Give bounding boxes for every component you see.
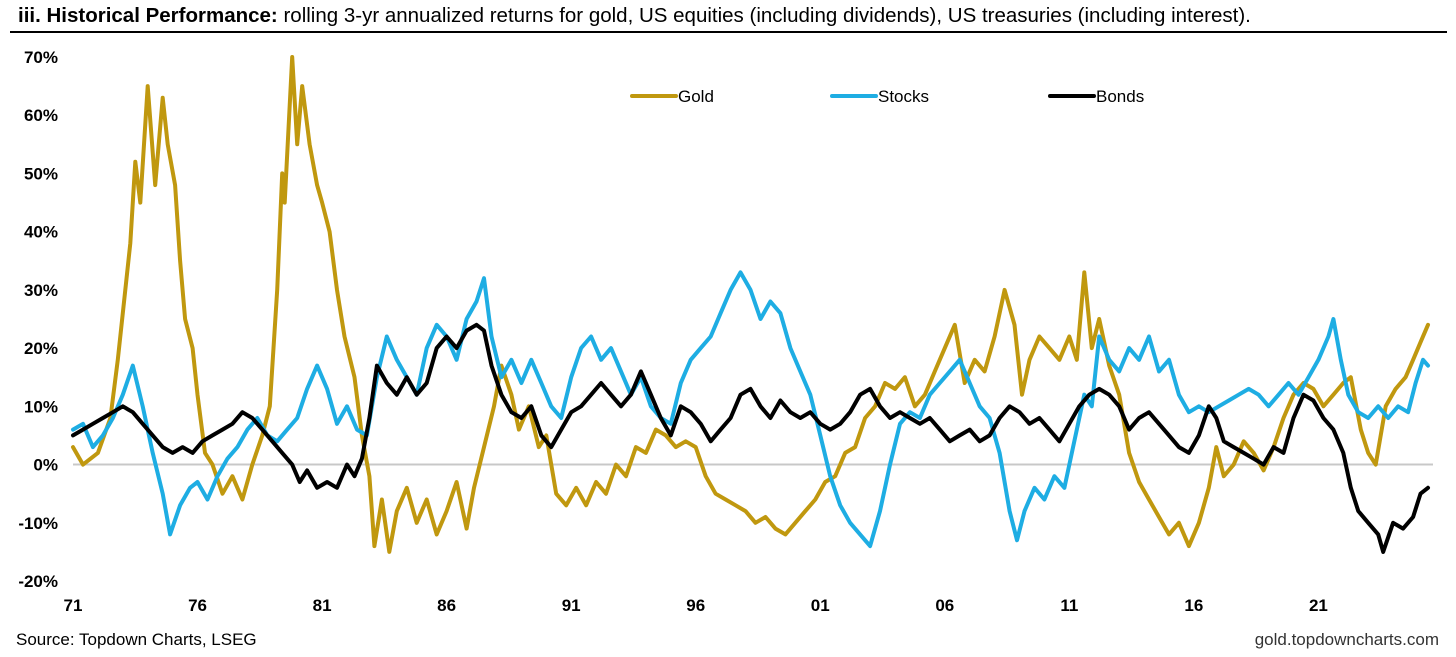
- y-tick-label: 30%: [24, 281, 58, 300]
- x-tick-label: 76: [188, 596, 207, 615]
- x-tick-label: 91: [562, 596, 581, 615]
- series-line-gold: [71, 55, 1430, 554]
- chart-title: iii. Historical Performance: rolling 3-y…: [18, 4, 1251, 28]
- x-tick-label: 01: [811, 596, 830, 615]
- y-tick-label: 40%: [24, 223, 58, 242]
- chart-title-prefix: iii. Historical Performance:: [18, 4, 278, 27]
- x-tick-label: 71: [64, 596, 83, 615]
- y-tick-label: 10%: [24, 397, 58, 416]
- legend-label: Bonds: [1096, 87, 1144, 106]
- chart-title-text: rolling 3-yr annualized returns for gold…: [277, 4, 1251, 27]
- y-tick-label: 20%: [24, 339, 58, 358]
- legend-label: Stocks: [878, 87, 929, 106]
- legend-item-stocks: Stocks: [830, 87, 929, 106]
- chart-axes: 70% 60% 50% 40% 30% 20% 10% 0% -10% -20% 71 76 81 86 9…: [18, 48, 1433, 615]
- legend-label: Gold: [678, 87, 714, 106]
- x-tick-label: 16: [1184, 596, 1203, 615]
- x-tick-label: 06: [935, 596, 954, 615]
- y-tick-label: 50%: [24, 164, 58, 183]
- y-tick-label: -20%: [18, 572, 58, 591]
- y-tick-label: 60%: [24, 106, 58, 125]
- x-tick-label: 96: [686, 596, 705, 615]
- x-tick-label: 21: [1309, 596, 1328, 615]
- legend: Gold Stocks Bonds: [630, 87, 1144, 106]
- legend-item-bonds: Bonds: [1048, 87, 1144, 106]
- title-divider: [10, 31, 1447, 33]
- series-group: [71, 55, 1430, 554]
- x-tick-label: 81: [313, 596, 332, 615]
- x-tick-label: 11: [1060, 596, 1078, 615]
- series-line-bonds: [71, 322, 1430, 554]
- x-tick-label: 86: [437, 596, 456, 615]
- source-note: Source: Topdown Charts, LSEG: [16, 630, 257, 649]
- y-tick-label: 0%: [33, 456, 58, 475]
- y-tick-label: -10%: [18, 514, 58, 533]
- series-line-stocks: [71, 270, 1430, 549]
- site-credit: gold.topdowncharts.com: [1254, 630, 1439, 649]
- legend-item-gold: Gold: [630, 87, 714, 106]
- y-tick-label: 70%: [24, 48, 58, 67]
